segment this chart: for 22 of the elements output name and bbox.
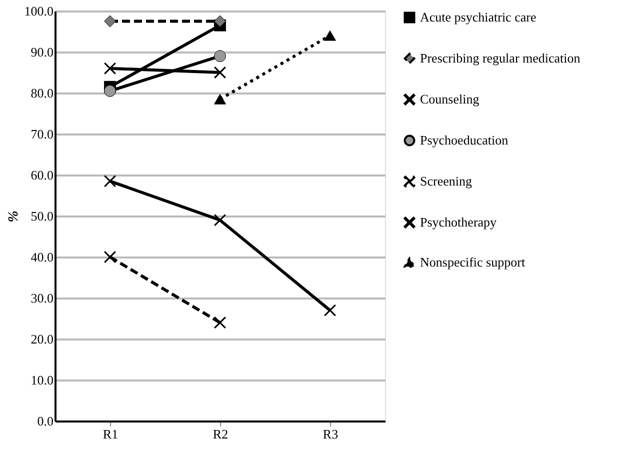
legend-label: Screening bbox=[420, 174, 472, 188]
x-tick-label: R1 bbox=[102, 426, 118, 442]
y-tick-label: 20.0 bbox=[30, 332, 54, 346]
legend-label: Psychotherapy bbox=[420, 214, 498, 230]
y-tick-label: 0.0 bbox=[37, 414, 54, 428]
legend-label: Counseling bbox=[420, 92, 480, 106]
y-tick-label: 30.0 bbox=[30, 290, 54, 306]
legend-label: Acute psychiatric care bbox=[420, 10, 536, 24]
y-tick-label: 70.0 bbox=[30, 126, 54, 142]
x-tick-label: R2 bbox=[212, 426, 228, 442]
y-tick-label: 10.0 bbox=[30, 372, 54, 388]
legend-label: Prescribing regular medication bbox=[420, 50, 581, 66]
y-tick-label: 50.0 bbox=[30, 208, 54, 224]
legend-label: Psychoeducation bbox=[420, 132, 509, 148]
y-tick-label: 90.0 bbox=[30, 44, 54, 60]
y-axis-title: % bbox=[6, 210, 22, 222]
x-tick-label: R3 bbox=[322, 426, 338, 442]
legend-label: Nonspecific support bbox=[420, 254, 526, 270]
y-tick-label: 40.0 bbox=[30, 250, 54, 264]
y-tick-label: 80.0 bbox=[30, 86, 54, 100]
y-tick-label: 100.0 bbox=[24, 4, 54, 18]
y-tick-label: 60.0 bbox=[30, 168, 54, 182]
